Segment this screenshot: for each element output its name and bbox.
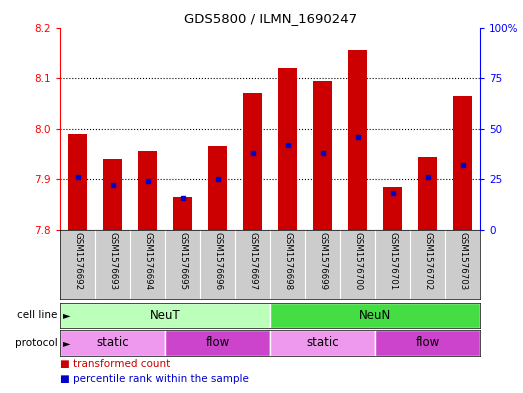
Text: ■ transformed count: ■ transformed count [60,358,170,369]
Bar [270,330,375,356]
Text: GSM1576693: GSM1576693 [108,232,117,290]
Text: protocol: protocol [15,338,58,348]
Text: ■ percentile rank within the sample: ■ percentile rank within the sample [60,374,249,384]
Bar [173,197,192,230]
Text: static: static [306,336,339,349]
Bar [270,303,480,328]
Bar [243,93,262,230]
Bar [103,159,122,230]
Bar [453,96,472,230]
Text: GSM1576701: GSM1576701 [388,232,397,290]
Bar [165,330,270,356]
Text: GSM1576696: GSM1576696 [213,232,222,290]
Title: GDS5800 / ILMN_1690247: GDS5800 / ILMN_1690247 [184,12,357,25]
Text: GSM1576699: GSM1576699 [318,232,327,290]
Bar [348,50,367,230]
Bar [418,156,437,230]
Text: GSM1576692: GSM1576692 [73,232,82,290]
Text: NeuT: NeuT [150,309,180,322]
Text: ►: ► [63,338,70,348]
Bar [313,81,332,230]
Bar [383,187,402,230]
Text: GSM1576697: GSM1576697 [248,232,257,290]
Text: GSM1576698: GSM1576698 [283,232,292,290]
Text: flow: flow [206,336,230,349]
Text: GSM1576695: GSM1576695 [178,232,187,290]
Bar [68,134,87,230]
Bar [375,330,480,356]
Bar [138,151,157,230]
Text: GSM1576703: GSM1576703 [458,232,467,290]
Text: flow: flow [415,336,440,349]
Bar [60,330,165,356]
Text: GSM1576702: GSM1576702 [423,232,432,290]
Text: NeuN: NeuN [359,309,391,322]
Text: ►: ► [63,310,70,320]
Text: static: static [96,336,129,349]
Bar [278,68,297,230]
Bar [208,147,228,230]
Text: cell line: cell line [17,310,58,320]
Bar [60,303,270,328]
Text: GSM1576694: GSM1576694 [143,232,152,290]
Text: GSM1576700: GSM1576700 [353,232,362,290]
